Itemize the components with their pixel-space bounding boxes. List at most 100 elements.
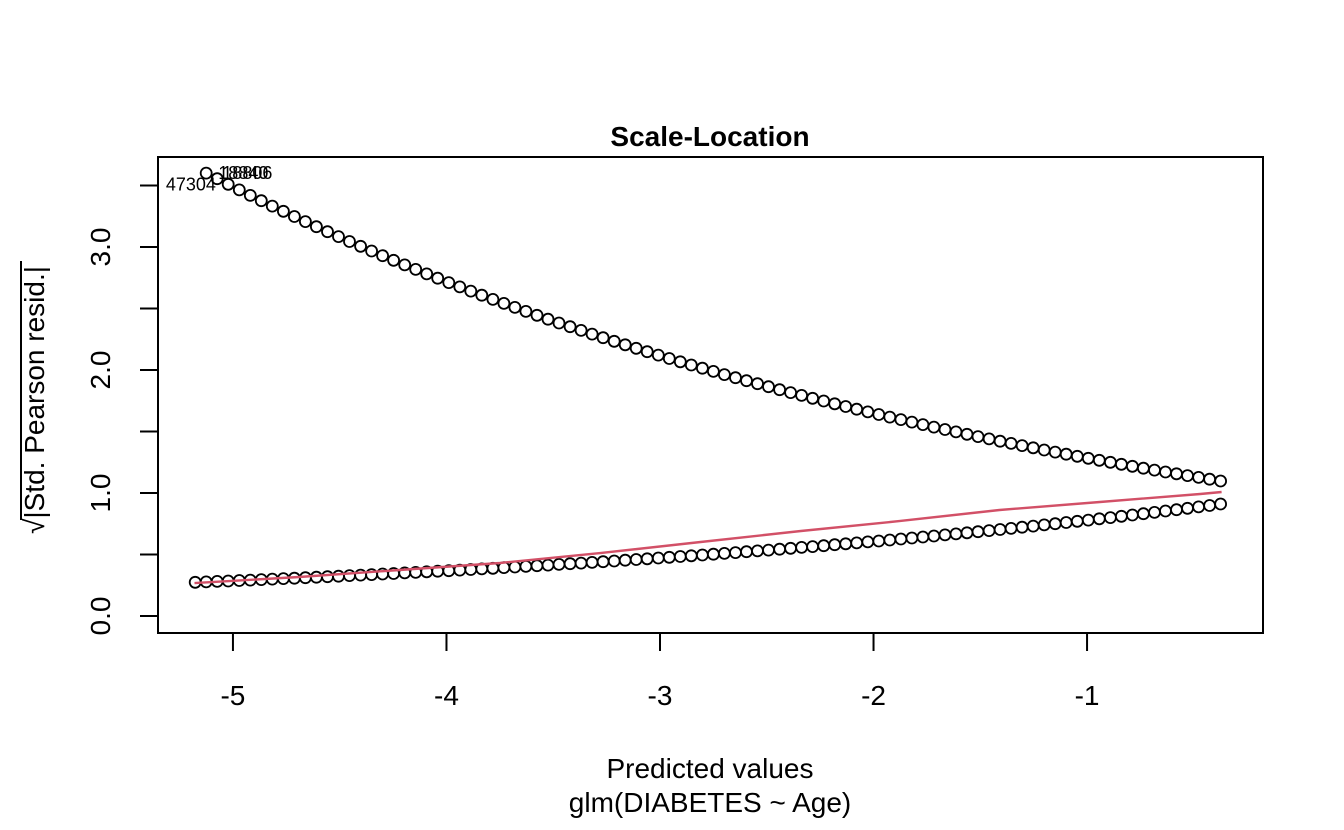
data-point	[905, 415, 919, 429]
data-point	[541, 312, 555, 326]
data-point	[464, 284, 478, 298]
data-point	[332, 569, 345, 583]
data-point	[1015, 439, 1029, 453]
data-point	[982, 524, 996, 537]
data-point	[861, 405, 875, 419]
data-point	[321, 570, 334, 584]
y-axis-label: √|Std. Pearson resid.|	[19, 266, 50, 534]
data-point	[982, 432, 996, 446]
data-point	[1159, 465, 1172, 479]
data-point	[651, 551, 665, 565]
data-point	[795, 541, 808, 554]
data-point	[607, 554, 621, 568]
sqrt-symbol: √	[19, 518, 50, 534]
data-point	[243, 188, 257, 202]
data-point	[1004, 522, 1018, 535]
data-point	[1170, 503, 1183, 517]
data-point	[552, 558, 566, 571]
data-point	[773, 383, 786, 397]
smooth-line-path	[194, 490, 1222, 585]
data-point	[1059, 516, 1073, 529]
data-point	[762, 543, 775, 557]
data-point	[718, 368, 731, 382]
data-point	[927, 529, 941, 543]
data-point	[1203, 472, 1216, 486]
point-label: 18806	[222, 163, 272, 183]
data-point	[332, 230, 345, 244]
data-point	[883, 410, 897, 424]
data-point	[1126, 459, 1139, 473]
data-point	[265, 199, 279, 213]
data-point	[839, 537, 853, 551]
data-point	[883, 533, 897, 547]
data-point	[1059, 447, 1073, 461]
data-point	[1104, 455, 1117, 469]
data-point	[651, 348, 665, 362]
data-point	[696, 548, 709, 562]
data-point	[508, 300, 522, 314]
data-point	[850, 402, 864, 416]
data-point	[1081, 513, 1095, 527]
data-point	[1092, 512, 1106, 526]
data-point	[938, 423, 952, 436]
data-point	[817, 539, 831, 553]
data-point	[1015, 520, 1029, 534]
data-point	[971, 430, 985, 444]
data-point	[740, 374, 753, 388]
point-label: 18840	[218, 163, 268, 183]
data-point	[1170, 467, 1183, 481]
data-point	[993, 434, 1007, 448]
data-point	[684, 358, 698, 372]
data-point	[376, 249, 390, 263]
data-point	[1048, 517, 1062, 531]
data-point	[894, 413, 908, 427]
y-tick-label: 0.0	[85, 597, 116, 636]
data-point	[1092, 453, 1106, 467]
data-point	[894, 532, 908, 546]
data-point	[221, 177, 235, 191]
data-point	[519, 560, 533, 573]
data-point	[574, 323, 588, 337]
data-point	[1081, 451, 1095, 465]
data-point	[1203, 499, 1216, 512]
data-point	[442, 276, 456, 290]
data-point	[232, 183, 246, 197]
data-point	[563, 557, 577, 571]
data-point	[343, 235, 356, 248]
data-point	[949, 527, 963, 541]
data-point	[718, 547, 731, 560]
data-point	[541, 558, 555, 572]
data-point	[431, 271, 445, 285]
data-point	[839, 400, 853, 413]
data-point	[1148, 506, 1161, 519]
y-axis-label-text: |Std. Pearson resid.|	[19, 266, 50, 519]
data-point	[365, 244, 379, 258]
data-point	[1037, 443, 1051, 457]
data-point	[850, 536, 864, 550]
data-point	[574, 556, 588, 570]
data-point	[1159, 504, 1172, 518]
data-point	[486, 292, 500, 306]
data-point	[519, 304, 533, 318]
data-point	[1148, 463, 1161, 477]
data-point	[1137, 507, 1150, 521]
data-point	[1104, 511, 1117, 524]
data-point	[751, 377, 764, 391]
data-point	[508, 560, 522, 574]
data-point	[1026, 441, 1040, 455]
data-point	[1137, 461, 1150, 475]
data-point	[210, 172, 224, 186]
smooth-line	[194, 490, 1222, 585]
data-point	[287, 210, 301, 223]
plot-box	[157, 156, 1264, 634]
y-tick-label: 2.0	[85, 351, 116, 390]
data-point	[828, 538, 842, 552]
data-point	[1192, 500, 1205, 514]
data-point	[420, 267, 434, 281]
data-point	[916, 530, 930, 544]
x-tick-label: -5	[220, 680, 245, 711]
data-point	[607, 334, 621, 348]
data-point	[453, 280, 467, 294]
data-point	[784, 386, 797, 400]
